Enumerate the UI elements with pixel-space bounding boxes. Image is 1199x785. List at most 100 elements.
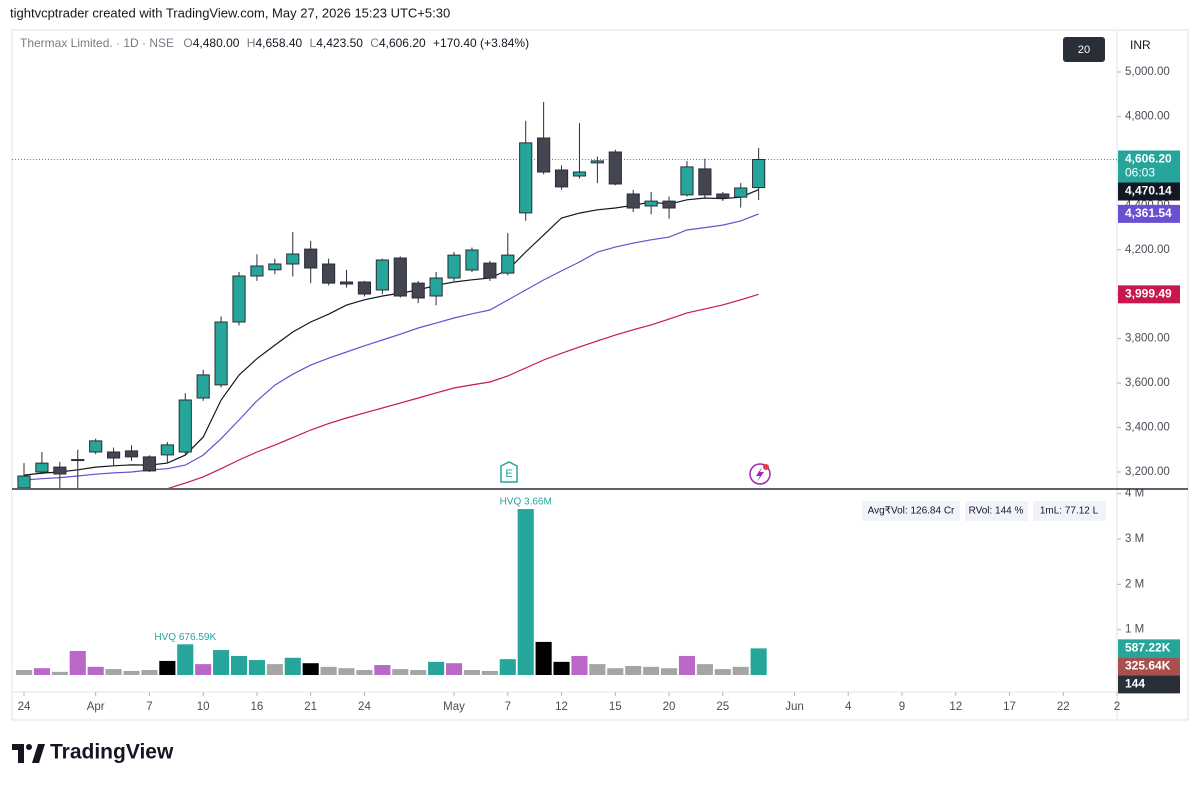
x-tick-label: 9 — [899, 701, 905, 713]
volume-badge — [1118, 639, 1180, 658]
stat: RVol: 144 % — [969, 506, 1024, 517]
volume-bar — [320, 666, 337, 675]
ma-badge — [1118, 182, 1180, 201]
moving-average — [167, 293, 759, 488]
x-tick-label: 24 — [358, 701, 371, 713]
candle-body — [716, 193, 730, 199]
ma-badge — [1118, 285, 1180, 304]
symbol: Thermax Limited. · 1D · NSE — [20, 36, 174, 50]
volume-bar — [392, 669, 409, 675]
candle-body — [626, 193, 640, 209]
volume-bar — [714, 669, 731, 675]
candle-body — [519, 142, 533, 214]
currency[interactable]: INR — [1130, 38, 1151, 52]
y-tick-label: 3,200.00 — [1125, 466, 1170, 478]
volume-bar — [159, 660, 176, 675]
x-tick-label: 25 — [716, 701, 729, 713]
x-tick-label: 12 — [555, 701, 568, 713]
y-tick-label: 3,400.00 — [1125, 422, 1170, 434]
watermark: tightvcptrader created with TradingView.… — [10, 5, 450, 20]
volume-tick-label: 4 M — [1125, 488, 1144, 500]
stats-box — [862, 501, 1106, 521]
candle-body — [232, 275, 246, 323]
candle-body — [71, 459, 85, 462]
volume-bar — [33, 668, 50, 675]
volume-bar — [338, 668, 355, 675]
candle-body — [214, 321, 228, 386]
x-tick-label: May — [443, 701, 465, 713]
volume-bar — [571, 655, 588, 675]
volume-badge — [1118, 657, 1180, 676]
candle-body — [465, 249, 479, 271]
candle-body — [107, 451, 121, 459]
close-badge — [1118, 150, 1180, 183]
volume-badge-label: 144 — [1125, 677, 1145, 691]
ma-badge-label: 4,361.54 — [1125, 206, 1172, 220]
volume-bar — [589, 664, 606, 675]
volume-bar — [141, 670, 158, 675]
volume-label: HVQ 3.66M — [500, 497, 552, 508]
volume-bar — [69, 650, 86, 675]
candle-body — [662, 200, 676, 209]
volume-bar — [750, 648, 767, 675]
volume-bar — [87, 666, 104, 675]
volume-bar — [123, 670, 140, 675]
volume-bar — [678, 655, 696, 675]
x-tick-label: 21 — [304, 701, 317, 713]
volume-bar — [481, 670, 498, 675]
event-icon[interactable] — [749, 463, 771, 485]
x-tick-label: 15 — [609, 701, 622, 713]
ohlc-prefix: O — [183, 36, 192, 50]
candle-body — [572, 171, 587, 177]
candle-body — [53, 466, 67, 475]
candle-body — [178, 399, 192, 453]
candle-body — [590, 160, 604, 164]
brand-logo — [12, 744, 45, 763]
svg-text:E: E — [505, 468, 512, 480]
candle-body — [196, 374, 210, 399]
candle-body — [142, 456, 157, 472]
x-tick-label: 4 — [845, 701, 852, 713]
candle-body — [357, 281, 372, 295]
candle-body — [160, 444, 174, 456]
ohlc-prefix: C — [370, 36, 379, 50]
volume-bar — [302, 663, 319, 675]
countdown: 06:03 — [1125, 166, 1155, 180]
ohlc-value: 4,423.50 — [316, 36, 363, 50]
volume-bar — [463, 670, 481, 675]
candle-body — [429, 277, 443, 297]
volume-bar — [643, 666, 660, 675]
close-badge-label: 4,606.20 — [1125, 152, 1172, 166]
candle-body — [89, 440, 103, 453]
candle-body — [304, 248, 318, 269]
volume-bar — [428, 661, 445, 675]
x-tick-label: 22 — [1057, 701, 1070, 713]
volume-bar — [356, 670, 373, 675]
volume-badge-label: 325.64K — [1125, 659, 1171, 673]
volume-bar — [732, 666, 749, 675]
earnings-icon[interactable]: E — [500, 461, 518, 483]
candle-body — [322, 263, 336, 284]
x-tick-label: 12 — [949, 701, 962, 713]
volume-bar — [15, 670, 33, 675]
y-tick-label: 3,800.00 — [1125, 333, 1170, 345]
volume-bar — [660, 668, 678, 675]
x-tick-label: Jun — [785, 701, 804, 713]
chart-frame — [11, 29, 1189, 721]
candle-body — [698, 168, 712, 196]
volume-badge-label: 587.22K — [1125, 641, 1171, 655]
volume-bar — [374, 665, 391, 675]
candle-body — [537, 137, 551, 173]
interval-button[interactable] — [1063, 37, 1105, 62]
volume-bar — [195, 664, 212, 675]
change: +170.40 (+3.84%) — [433, 36, 529, 50]
x-tick-label: 7 — [505, 701, 511, 713]
candle-body — [501, 254, 515, 274]
volume-bar — [696, 664, 713, 675]
interval-button-label[interactable]: 20 — [1078, 44, 1090, 56]
candle-body — [483, 262, 497, 279]
candle-body — [393, 257, 407, 297]
candle-body — [734, 187, 748, 198]
candle-body — [447, 254, 461, 279]
